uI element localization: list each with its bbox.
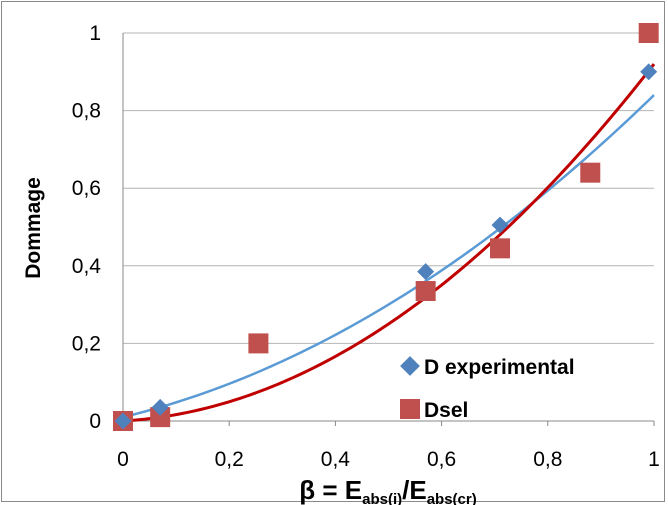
point-d-experimental [151,398,169,416]
point-d-experimental [114,412,132,430]
point-dsel [248,333,269,354]
point-d-experimental [640,63,658,81]
legend-marker-dsel [400,399,420,419]
y-tick-label: 1 [89,22,101,45]
legend-marker-d-experimental [400,356,420,376]
x-tick-labels: 0 0,2 0,4 0,6 0,8 1 [117,421,660,471]
y-tick-labels: 0 0,2 0,4 0,6 0,8 1 [72,22,102,433]
y-axis-title: Dommage [22,177,45,279]
trendline-series-1 [122,63,656,423]
x-axis-title-main: β = E [299,475,362,505]
grid-lines [123,32,654,344]
y-tick-label: 0,8 [72,100,101,123]
trendline-series-0 [122,94,655,419]
legend-label-d-experimental: D experimental [424,356,575,379]
point-dsel [638,23,659,43]
legend-label-dsel: Dsel [424,399,468,422]
x-tick-label: 0 [117,448,129,471]
x-tick-label: 1 [648,448,660,471]
x-axis-title-sub1: abs(i) [362,491,402,505]
point-d-experimental [417,263,435,281]
y-tick-label: 0,4 [72,255,102,278]
point-dsel [580,162,601,183]
point-d-experimental [491,216,509,234]
point-dsel [490,238,511,259]
y-tick-label: 0,6 [72,177,101,200]
y-tick-label: 0,2 [72,332,101,355]
data-points [113,23,659,431]
y-tick-label: 0 [89,410,101,433]
x-tick-label: 0,4 [321,448,351,471]
x-tick-label: 0,2 [215,448,244,471]
x-tick-label: 0,8 [533,448,562,471]
point-dsel [150,407,171,428]
point-dsel [415,281,436,302]
x-tick-label: 0,6 [427,448,456,471]
legend: D experimental Dsel [400,356,575,422]
x-axis-title-slash: /E [402,475,427,505]
x-axis-title: β = Eabs(i)/Eabs(cr) [299,475,476,505]
x-axis-title-sub2: abs(cr) [427,491,477,505]
trendlines [122,63,656,423]
